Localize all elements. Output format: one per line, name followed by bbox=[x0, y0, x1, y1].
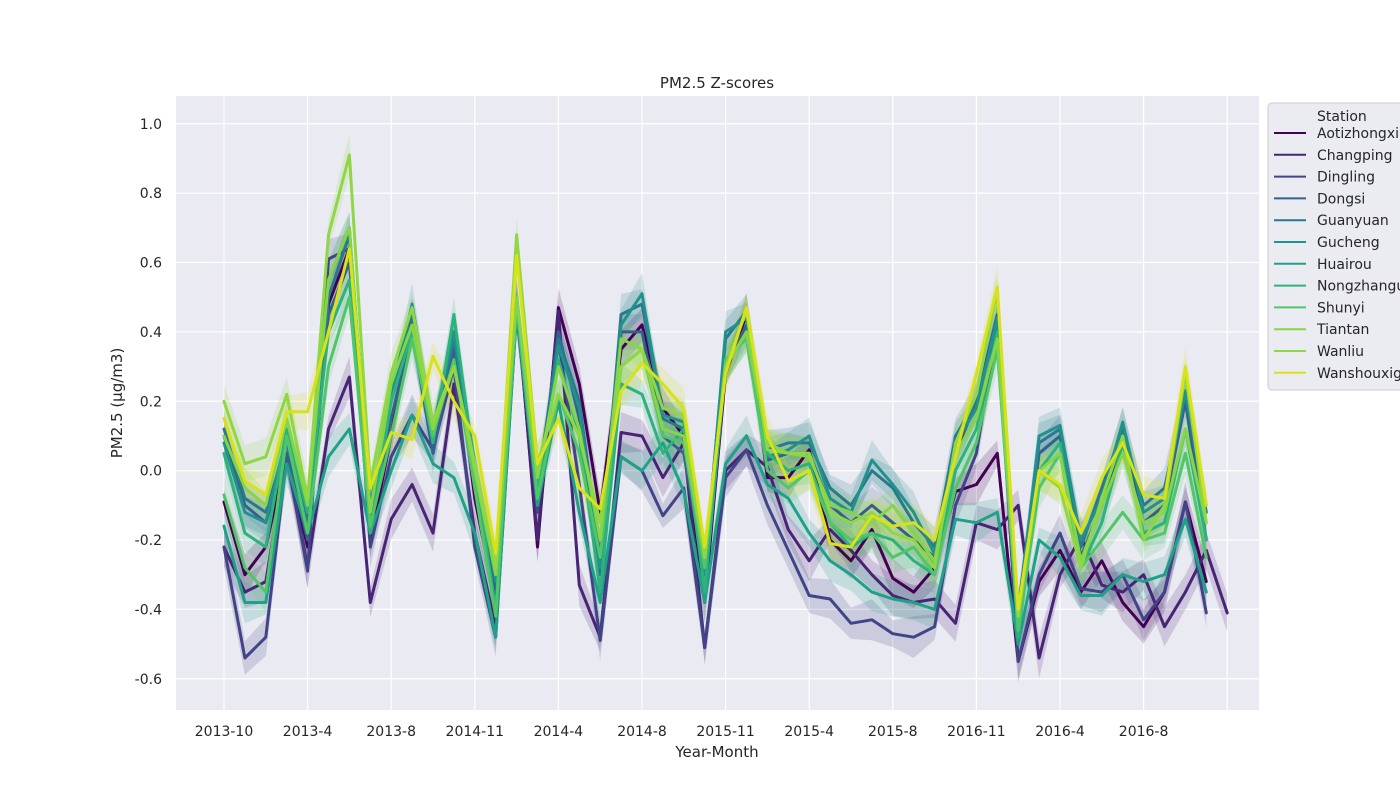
x-tick-label: 2013-10 bbox=[195, 724, 254, 740]
legend: Station Aotizhongxin Changping Dingling Don… bbox=[1267, 102, 1400, 391]
legend-label: Gucheng bbox=[1317, 235, 1380, 251]
x-tick-labels: 2013-10 2013-4 2013-8 2014-11 2014-4 2014-8 20… bbox=[195, 724, 1169, 740]
x-tick-label: 2015-8 bbox=[868, 724, 918, 740]
legend-label: Aotizhongxin bbox=[1317, 126, 1400, 142]
legend-label: Guanyuan bbox=[1317, 213, 1389, 229]
legend-label: Wanshouxigong bbox=[1317, 366, 1400, 382]
x-tick-label: 2016-8 bbox=[1119, 724, 1169, 740]
y-tick-label: -0.2 bbox=[135, 533, 162, 549]
y-tick-label: 0.4 bbox=[140, 325, 162, 341]
y-axis-title: PM2.5 (μg/m3) bbox=[108, 348, 126, 459]
y-tick-label: 0.0 bbox=[140, 464, 162, 480]
legend-label: Dongsi bbox=[1317, 191, 1365, 207]
legend-label: Tiantan bbox=[1316, 322, 1369, 338]
y-tick-labels: -0.6 -0.4 -0.2 0.0 0.2 0.4 0.6 0.8 1.0 bbox=[135, 117, 162, 688]
legend-items: Aotizhongxin Changping Dingling Dongsi Guany… bbox=[1274, 126, 1400, 382]
y-tick-label: 1.0 bbox=[140, 117, 162, 133]
y-tick-label: 0.2 bbox=[140, 394, 162, 410]
series-line bbox=[222, 247, 1208, 611]
legend-label: Huairou bbox=[1317, 257, 1372, 273]
y-tick-label: -0.6 bbox=[135, 672, 162, 688]
legend-title: Station bbox=[1317, 109, 1367, 125]
x-tick-label: 2016-11 bbox=[947, 724, 1006, 740]
y-tick-label: -0.4 bbox=[135, 602, 162, 618]
legend-label: Changping bbox=[1317, 148, 1393, 164]
x-tick-label: 2014-11 bbox=[446, 724, 505, 740]
series-line bbox=[222, 247, 1208, 663]
y-tick-label: 0.8 bbox=[140, 186, 162, 202]
series-line bbox=[222, 309, 1208, 646]
legend-label: Wanliu bbox=[1317, 344, 1364, 360]
x-tick-label: 2013-8 bbox=[366, 724, 416, 740]
plot-background bbox=[176, 96, 1259, 710]
legend-frame bbox=[1267, 102, 1400, 391]
legend-label: Dingling bbox=[1317, 170, 1375, 186]
chart-title: PM2.5 Z-scores bbox=[660, 74, 774, 92]
legend-label: Nongzhanguan bbox=[1317, 279, 1400, 295]
x-tick-label: 2013-4 bbox=[283, 724, 333, 740]
x-tick-label: 2015-4 bbox=[784, 724, 834, 740]
x-tick-label: 2014-4 bbox=[534, 724, 584, 740]
x-axis-title: Year-Month bbox=[674, 743, 758, 761]
x-tick-label: 2015-11 bbox=[696, 724, 755, 740]
y-tick-label: 0.6 bbox=[140, 256, 162, 272]
series-lines bbox=[222, 153, 1229, 663]
x-tick-label: 2016-4 bbox=[1035, 724, 1085, 740]
legend-label: Shunyi bbox=[1317, 300, 1365, 316]
x-tick-label: 2014-8 bbox=[617, 724, 667, 740]
